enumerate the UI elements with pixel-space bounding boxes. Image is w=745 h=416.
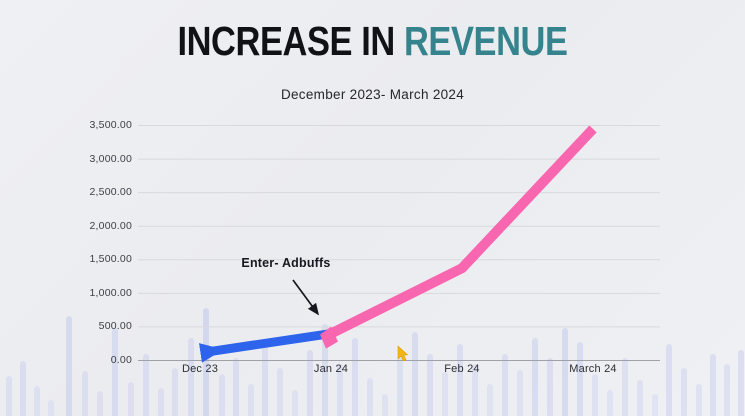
y-tick-label: 1,500.00 [89, 253, 132, 266]
y-tick-label: 500.00 [98, 320, 132, 333]
y-tick-label: 2,000.00 [89, 219, 132, 232]
annotation-pointer-arrow [292, 279, 320, 316]
title-main-text: INCREASE IN [177, 18, 395, 64]
annotation-label: Enter- Adbuffs [241, 256, 331, 270]
gridlines [138, 125, 660, 361]
annotation-arrow [292, 279, 320, 316]
yellow-pointer-cursor [397, 345, 409, 362]
y-tick-label: 3,000.00 [89, 152, 132, 165]
x-tick-label: Jan 24 [313, 363, 349, 375]
chart-subtitle: December 2023- March 2024 [280, 87, 465, 102]
y-tick-label: 0.00 [110, 354, 132, 366]
page-title: INCREASE IN REVENUE [60, 18, 686, 64]
title-accent-text: REVENUE [403, 18, 568, 64]
x-tick-label: Feb 24 [444, 363, 480, 375]
y-tick-label: 2,500.00 [89, 186, 132, 199]
pink-revenue-segment [328, 125, 597, 339]
x-tick-label: March 24 [569, 363, 617, 375]
mouse-cursor [397, 345, 409, 362]
line-series [198, 125, 597, 363]
y-tick-label: 3,500.00 [89, 119, 132, 131]
x-tick-label: Dec 23 [181, 363, 219, 375]
y-tick-label: 1,000.00 [89, 286, 132, 299]
blue-revenue-segment [198, 329, 332, 363]
